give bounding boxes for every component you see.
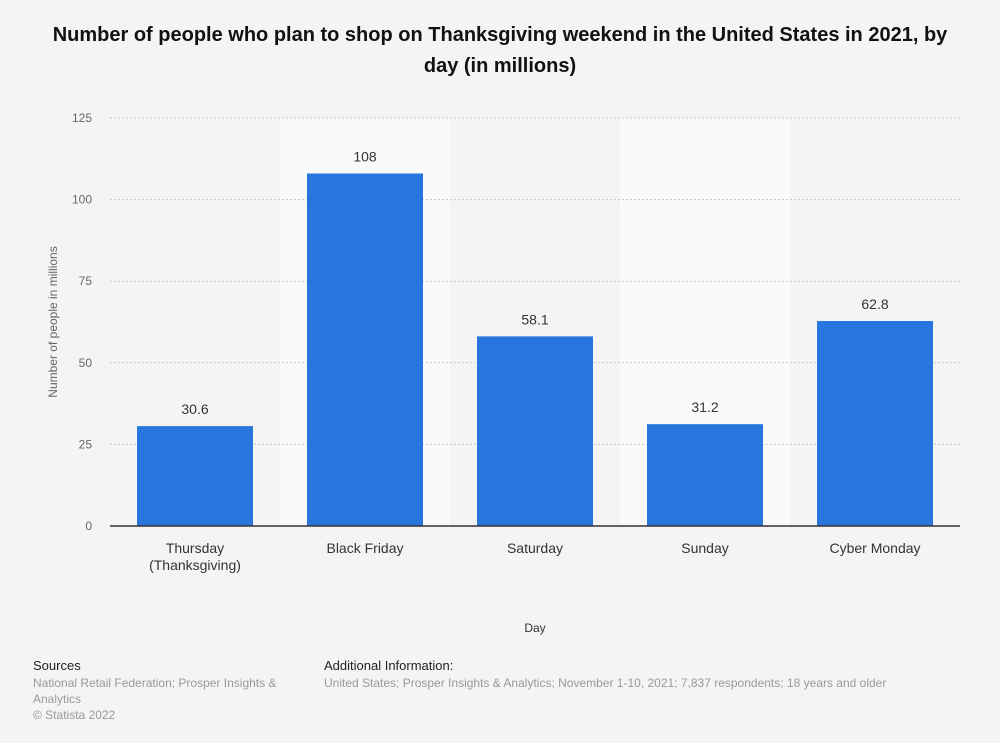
sources-block: Sources National Retail Federation; Pros…: [33, 658, 276, 723]
chart-title: Number of people who plan to shop on Tha…: [52, 24, 948, 77]
bar: [477, 336, 593, 526]
data-label: 58.1: [521, 311, 548, 327]
x-axis-title: Day: [524, 621, 545, 635]
x-tick-label: Saturday: [507, 540, 563, 556]
sources-heading: Sources: [33, 658, 81, 673]
bar: [817, 321, 933, 526]
y-tick-label: 0: [85, 519, 92, 533]
y-tick-label: 75: [79, 274, 93, 288]
sources-line-2: Analytics: [33, 692, 82, 706]
x-tick-label: Cyber Monday: [829, 540, 920, 556]
x-tick-label: Thursday (Thanksgiving): [149, 540, 241, 573]
x-tick-label: Sunday: [681, 540, 728, 556]
bar-chart: 0 25 50 75 100 125 30.6 Thursday (Thanksgiving) 1…: [46, 111, 960, 635]
y-axis-title: Number of people in millions: [46, 246, 60, 397]
data-label: 62.8: [861, 296, 888, 312]
copyright: © Statista 2022: [33, 708, 116, 722]
y-tick-label: 50: [79, 356, 93, 370]
additional-info-block: Additional Information: United States; P…: [324, 658, 886, 691]
additional-info-text: United States; Prosper Insights & Analyt…: [324, 676, 887, 690]
y-tick-label: 125: [72, 111, 92, 125]
data-label: 108: [353, 148, 377, 164]
y-tick-label: 25: [79, 437, 93, 451]
bar: [307, 173, 423, 526]
data-label: 30.6: [181, 401, 208, 417]
x-tick-label: Black Friday: [326, 540, 403, 556]
y-tick-label: 100: [72, 193, 92, 207]
bar: [647, 424, 763, 526]
sources-line-1: National Retail Federation; Prosper Insi…: [33, 676, 277, 690]
data-label: 31.2: [691, 399, 718, 415]
additional-info-heading: Additional Information:: [324, 658, 454, 673]
bar: [137, 426, 253, 526]
